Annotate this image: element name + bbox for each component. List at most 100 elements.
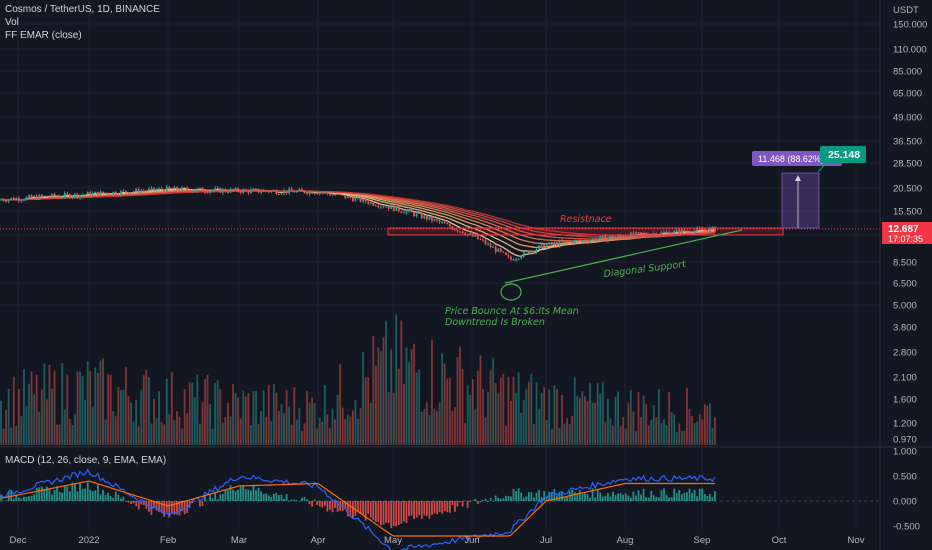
macd-histogram-bar: [270, 496, 273, 501]
macd-histogram-bar: [209, 493, 211, 501]
target-projection-box[interactable]: [781, 172, 820, 229]
macd-histogram-bar: [650, 490, 653, 501]
candle-body: [397, 206, 400, 212]
macd-histogram-bar: [216, 499, 219, 501]
candle-body: [665, 231, 668, 233]
candle-body: [114, 191, 117, 195]
macd-histogram-bar: [668, 497, 670, 501]
candle-body: [614, 236, 617, 239]
resistance-zone[interactable]: [387, 227, 784, 236]
volume-bar: [135, 399, 138, 445]
candle-body: [341, 194, 344, 196]
symbol-legend[interactable]: Cosmos / TetherUS, 1D, BINANCE: [5, 4, 160, 15]
volume-bar: [499, 377, 502, 445]
macd-axis[interactable]: 1.000 0.500 0.000 -0.500: [893, 447, 920, 533]
candle-body: [487, 243, 489, 245]
volume-bar: [400, 320, 403, 445]
candle-body: [635, 232, 637, 236]
macd-histogram-bar: [492, 501, 495, 502]
volume-bar: [63, 409, 66, 445]
candle-body: [28, 195, 30, 197]
candle-body: [645, 233, 648, 235]
macd-histogram-bar: [63, 485, 66, 501]
bounce-note-line1: Price Bounce At $6:Its Mean: [445, 306, 579, 317]
candle-body: [285, 190, 288, 194]
macd-histogram-bar: [170, 501, 173, 514]
candle-body: [140, 190, 143, 194]
macd-histogram-bar: [454, 501, 456, 512]
candle-body: [652, 233, 655, 235]
volume-bar: [188, 382, 191, 445]
ema-legend[interactable]: FF EMAR (close): [5, 30, 82, 41]
candle-body: [51, 193, 53, 197]
candle-body: [181, 187, 183, 191]
volume-bar: [510, 401, 512, 445]
macd-histogram-bar: [303, 496, 306, 501]
candle-body: [550, 242, 553, 245]
candle-body: [395, 206, 398, 211]
time-tick-label: May: [384, 535, 402, 546]
candle-body: [178, 190, 181, 192]
volume-bar: [403, 384, 405, 445]
candle-body: [130, 192, 132, 194]
macd-histogram-bar: [589, 497, 591, 501]
macd-histogram-bar: [474, 498, 477, 501]
macd-legend[interactable]: MACD (12, 26, close, 9, EMA, EMA): [5, 455, 167, 466]
volume-bar: [441, 353, 444, 445]
volume-bar: [454, 407, 456, 445]
macd-histogram-bar: [234, 490, 237, 501]
candle-body: [48, 196, 51, 198]
volume-bar: [199, 423, 201, 445]
volume-bar: [89, 371, 92, 445]
volume-bar: [589, 382, 591, 445]
macd-histogram-bar: [647, 497, 650, 501]
macd-histogram-bar: [150, 501, 153, 515]
volume-bar: [267, 384, 270, 445]
last-price-value: 12.687: [888, 224, 919, 235]
macd-histogram-bar: [163, 501, 166, 517]
macd-histogram-bar: [56, 486, 58, 501]
macd-histogram-bar: [604, 495, 607, 501]
time-axis[interactable]: Dec 2022 Feb Mar Apr May Jun Jul Aug Sep Oct Nov: [10, 535, 865, 546]
macd-histogram-bar: [438, 501, 441, 512]
candle-body: [7, 199, 10, 202]
volume-bar: [502, 373, 505, 445]
vol-legend[interactable]: Vol: [5, 17, 19, 28]
macd-histogram-bar: [140, 501, 143, 505]
macd-histogram-bar: [397, 501, 400, 525]
macd-histogram-bar: [97, 484, 99, 501]
volume-bar: [599, 393, 602, 445]
candle-body: [420, 212, 423, 219]
macd-histogram-bar: [125, 501, 127, 502]
candle-body: [76, 193, 79, 198]
candle-body: [538, 245, 540, 250]
candle-body: [637, 232, 640, 234]
candle-body: [165, 186, 168, 192]
volume-bar: [497, 393, 500, 445]
target-price-tag[interactable]: [820, 146, 866, 163]
volume-bar: [663, 419, 665, 445]
price-tick-label: 3.800: [893, 323, 917, 334]
candle-body: [191, 191, 194, 193]
candle-body: [331, 194, 334, 196]
macd-histogram-bar: [323, 501, 326, 506]
volume-bar: [183, 389, 186, 445]
diagonal-support-line[interactable]: [504, 229, 743, 284]
candle-body: [35, 195, 38, 200]
macd-histogram-bar: [61, 492, 64, 501]
candle-body: [255, 188, 257, 190]
candle-body: [53, 193, 56, 197]
volume-bar: [339, 363, 342, 445]
candle-body: [673, 230, 676, 234]
resistance-label: Resistnace: [560, 214, 612, 225]
macd-histogram-bar: [484, 498, 487, 501]
volume-bar: [173, 419, 176, 445]
candle-body: [533, 250, 535, 253]
volume-bar: [471, 379, 474, 445]
macd-histogram-bar: [301, 497, 303, 501]
macd-histogram-bar: [99, 494, 102, 501]
macd-histogram-bar: [525, 496, 528, 501]
macd-histogram-bar: [533, 497, 535, 501]
volume-bar: [257, 423, 260, 445]
